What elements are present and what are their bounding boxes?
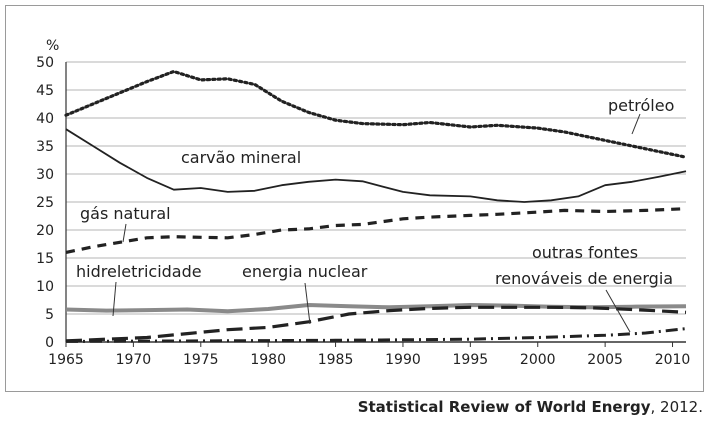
leader-line	[631, 113, 641, 135]
leader-line	[122, 223, 127, 243]
x-tick-label: 1995	[453, 352, 489, 368]
y-axis-ticks: 0 5 10 15 20 25 30 35 40 45 50	[36, 55, 54, 351]
y-tick-label: 50	[36, 55, 54, 71]
x-tick-label: 1990	[385, 352, 421, 368]
leader-line	[605, 289, 631, 333]
x-tick-label: 1980	[250, 352, 286, 368]
chart-frame: 0 5 10 15 20 25 30 35 40 45 50 1965 1970 1975 1980 198…	[5, 5, 704, 392]
x-axis-ticks: 1965 1970 1975 1980 1985 1990 1995 2000 2005 2010	[48, 342, 690, 368]
y-tick-label: 45	[36, 83, 54, 99]
source-title: Statistical Review of World Energy	[357, 398, 651, 416]
label-leader-lines	[112, 113, 641, 333]
series-label-1: carvão mineral	[181, 148, 301, 167]
energy-share-line-chart: 0 5 10 15 20 25 30 35 40 45 50 1965 1970 1975 1980 198…	[36, 38, 690, 368]
series-label-4: energia nuclear	[242, 262, 368, 281]
series-line-1	[65, 128, 687, 203]
leader-line	[304, 282, 311, 325]
x-tick-label: 2005	[587, 352, 623, 368]
y-tick-label: 15	[36, 251, 54, 267]
series-line-5	[65, 327, 687, 343]
y-axis-label: %	[46, 38, 59, 54]
series-lines	[64, 69, 688, 343]
x-tick-label: 2010	[655, 352, 691, 368]
series-label-6: renováveis de energia	[495, 269, 673, 288]
x-tick-label: 1985	[318, 352, 354, 368]
y-tick-label: 20	[36, 223, 54, 239]
y-tick-label: 25	[36, 195, 54, 211]
y-tick-label: 40	[36, 111, 54, 127]
x-tick-label: 1975	[183, 352, 219, 368]
y-tick-label: 35	[36, 139, 54, 155]
series-label-0: petróleo	[608, 96, 674, 115]
x-tick-label: 1970	[116, 352, 152, 368]
series-line-4	[65, 305, 687, 343]
y-tick-label: 30	[36, 167, 54, 183]
series-line-0	[64, 69, 688, 159]
y-tick-label: 0	[45, 335, 54, 351]
series-label-3: hidreletricidade	[76, 262, 202, 281]
series-label-5: outras fontes	[532, 243, 638, 262]
x-tick-label: 2000	[520, 352, 556, 368]
x-tick-label: 1965	[48, 352, 84, 368]
y-tick-label: 5	[45, 307, 54, 323]
series-label-2: gás natural	[80, 204, 171, 223]
source-caption: Statistical Review of World Energy, 2012…	[358, 398, 703, 416]
y-tick-label: 10	[36, 279, 54, 295]
leader-line	[112, 281, 117, 317]
grid	[65, 61, 686, 343]
source-suffix: , 2012.	[650, 398, 703, 416]
series-labels: petróleo carvão mineral gás natural hidrele…	[76, 96, 674, 288]
